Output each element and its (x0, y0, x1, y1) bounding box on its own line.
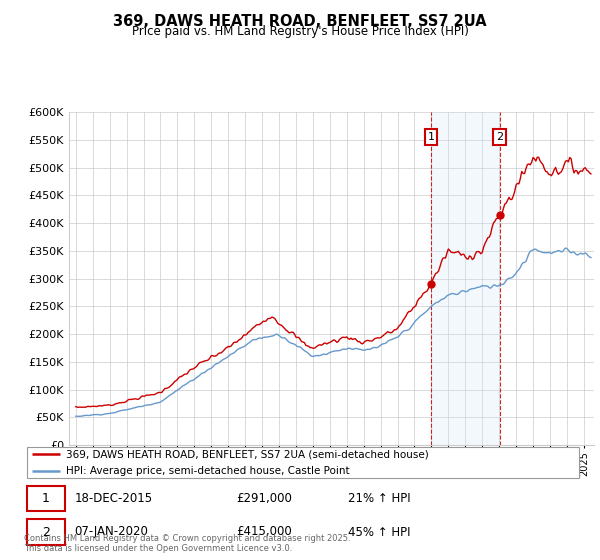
Text: 2: 2 (42, 525, 50, 539)
Text: £415,000: £415,000 (236, 525, 292, 539)
Text: 45% ↑ HPI: 45% ↑ HPI (347, 525, 410, 539)
FancyBboxPatch shape (27, 520, 65, 544)
Text: HPI: Average price, semi-detached house, Castle Point: HPI: Average price, semi-detached house,… (66, 466, 349, 475)
Text: 1: 1 (42, 492, 50, 505)
Bar (431, 112, 500, 445)
Text: 2: 2 (496, 132, 503, 142)
Text: 18-DEC-2015: 18-DEC-2015 (74, 492, 152, 505)
Text: 369, DAWS HEATH ROAD, BENFLEET, SS7 2UA: 369, DAWS HEATH ROAD, BENFLEET, SS7 2UA (113, 14, 487, 29)
FancyBboxPatch shape (27, 447, 579, 478)
Text: 21% ↑ HPI: 21% ↑ HPI (347, 492, 410, 505)
Text: Price paid vs. HM Land Registry's House Price Index (HPI): Price paid vs. HM Land Registry's House … (131, 25, 469, 38)
Text: 369, DAWS HEATH ROAD, BENFLEET, SS7 2UA (semi-detached house): 369, DAWS HEATH ROAD, BENFLEET, SS7 2UA … (66, 450, 428, 459)
Text: Contains HM Land Registry data © Crown copyright and database right 2025.
This d: Contains HM Land Registry data © Crown c… (24, 534, 350, 553)
Text: 1: 1 (427, 132, 434, 142)
Text: 07-JAN-2020: 07-JAN-2020 (74, 525, 148, 539)
FancyBboxPatch shape (27, 486, 65, 511)
Text: £291,000: £291,000 (236, 492, 292, 505)
